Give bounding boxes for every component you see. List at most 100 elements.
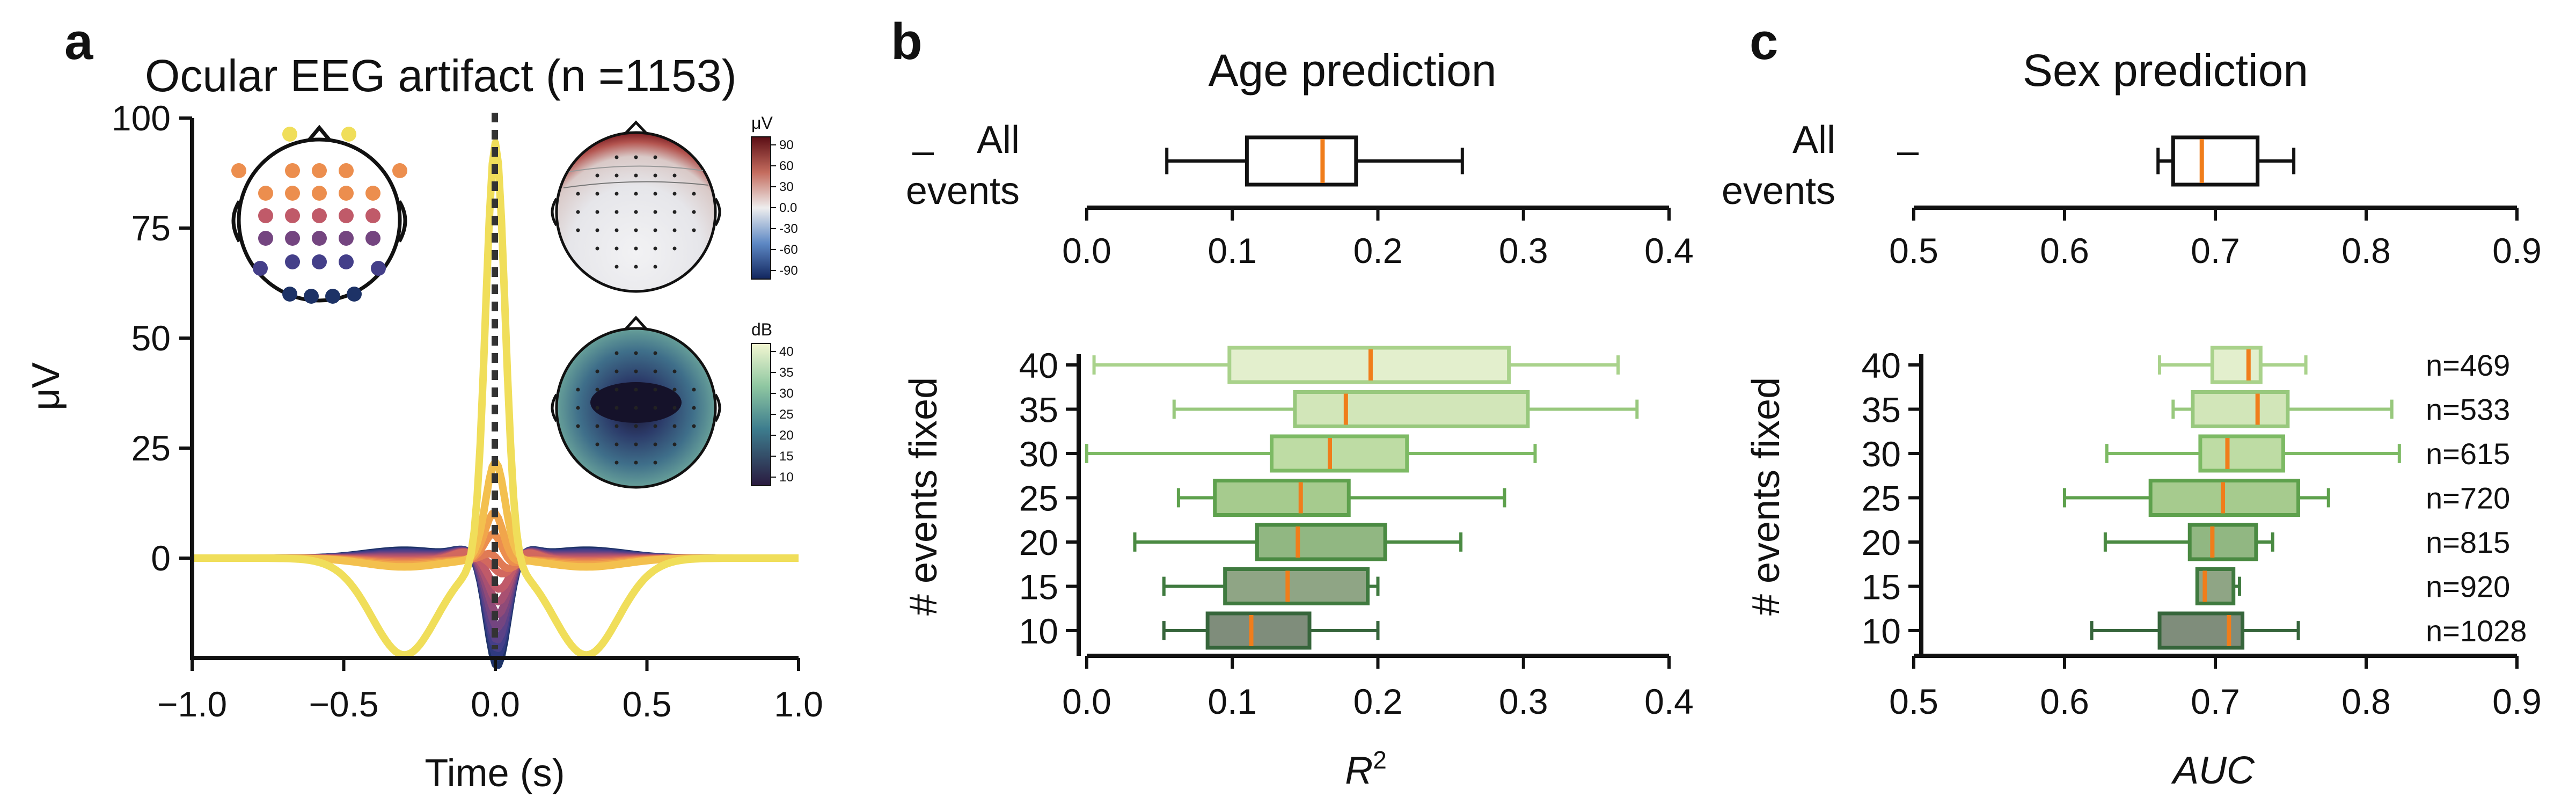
electrode-dot <box>634 265 638 269</box>
y-axis-label: # events fixed <box>902 377 945 616</box>
electrode-dot <box>672 369 677 374</box>
box-iqr <box>1213 479 1351 517</box>
panel-a-title: Ocular EEG artifact (n =1153) <box>145 50 737 101</box>
topomap-power: dB 40 35 30 25 20 15 10 <box>551 316 794 489</box>
cbar-tick-label: 60 <box>779 159 794 173</box>
y-tick-label: 75 <box>131 208 171 248</box>
y-tick-label: 100 <box>112 98 171 138</box>
sensor-dot <box>339 254 354 269</box>
electrode-dot <box>653 228 657 232</box>
electrode-dot <box>653 173 657 178</box>
panel-letter-b: b <box>891 13 923 70</box>
panel-c: c Sex prediction All events – 0.5 0.6 0.7 0… <box>1722 13 2542 792</box>
sensor-dot <box>365 231 380 246</box>
electrode-dot <box>614 155 619 159</box>
x-tick-label: 0.1 <box>1208 231 1257 270</box>
electrode-dot <box>634 369 638 374</box>
panel-b: b Age prediction All events – 0.0 0.1 0.2 0… <box>891 13 1694 792</box>
box-15 <box>1162 567 1380 605</box>
electrode-dot <box>634 351 638 355</box>
top-x-ticks: 0.5 0.6 0.7 0.8 0.9 <box>1889 208 2542 270</box>
sensor-dot <box>339 208 354 223</box>
y-tick-label: 35 <box>1862 390 1901 430</box>
electrode-dot <box>653 369 657 374</box>
sensor-dot <box>304 289 319 304</box>
electrode-dot <box>595 173 599 178</box>
box-35 <box>1172 390 1639 428</box>
electrode-dot <box>614 369 619 374</box>
sensor-dot <box>339 231 354 246</box>
sensor-dot <box>282 287 297 302</box>
y-tick-label: 35 <box>1019 390 1058 430</box>
electrode-dot <box>653 192 657 196</box>
box-20 <box>1133 523 1463 561</box>
panel-c-title: Sex prediction <box>2023 45 2308 96</box>
electrode-dot <box>614 406 619 410</box>
sensor-dot <box>365 186 380 201</box>
sensor-layout-inset <box>231 125 407 304</box>
count-label: n=920 <box>2426 570 2510 604</box>
electrode-dot <box>672 228 677 232</box>
x-tick-label: 0.5 <box>1889 682 1938 721</box>
box-iqr <box>2210 346 2263 384</box>
electrode-dot <box>595 210 599 214</box>
sensor-dot <box>285 254 300 269</box>
count-labels: n=469 n=533 n=615 n=720 n=815 n=920 n=1028 <box>2426 348 2527 648</box>
electrode-dot <box>634 155 638 159</box>
y-tick-label: 30 <box>1862 434 1901 474</box>
y-tick-label: 15 <box>1862 567 1901 607</box>
box-30 <box>2105 434 2401 473</box>
box-iqr <box>1245 135 1358 187</box>
sensor-dot <box>312 231 327 246</box>
electrode-dot <box>672 210 677 214</box>
sensor-dot <box>285 163 300 178</box>
sensor-dot <box>258 186 273 201</box>
sensor-dot <box>312 208 327 223</box>
x-axis-label: R2 <box>1345 746 1387 792</box>
y-tick-label: 40 <box>1862 346 1901 385</box>
sensor-dot <box>339 163 354 178</box>
x-tick-label: 0.1 <box>1208 682 1257 721</box>
sensor-dot <box>341 127 356 142</box>
cbar-tick-label: 30 <box>779 180 794 194</box>
electrode-dot <box>614 460 619 465</box>
sensor-dot <box>365 208 380 223</box>
electrode-dot <box>634 424 638 428</box>
electrode-dot <box>634 246 638 251</box>
sensor-dot <box>325 289 340 304</box>
electrode-dot <box>634 173 638 178</box>
electrode-dot <box>614 173 619 178</box>
cbar-tick-label: 20 <box>779 428 794 443</box>
box-iqr <box>1293 390 1530 428</box>
cbar-tick-label: 10 <box>779 470 794 485</box>
electrode-dot <box>634 228 638 232</box>
electrode-dot <box>634 406 638 410</box>
top-label-events: events <box>906 170 1020 213</box>
box-25 <box>2063 479 2330 517</box>
cbar-tick-label: -30 <box>779 222 798 236</box>
x-tick-label: −1.0 <box>157 684 227 724</box>
box-30 <box>1085 434 1537 473</box>
electrode-dot <box>595 442 599 447</box>
count-label: n=1028 <box>2426 614 2527 648</box>
box-10 <box>1162 611 1380 650</box>
x-tick-label: 0.7 <box>2191 231 2240 270</box>
y-tick-label: 20 <box>1862 523 1901 562</box>
electrode-dot <box>653 387 657 392</box>
box-iqr <box>1205 611 1312 650</box>
cbar-unit-bottom: dB <box>751 320 772 339</box>
sensor-dot <box>392 163 407 178</box>
x-tick-label: 0.0 <box>1062 682 1111 721</box>
box-iqr <box>2171 135 2260 187</box>
electrode-dot <box>653 351 657 355</box>
cbar-tick-label: -90 <box>779 264 798 278</box>
x-tick-label: 0.4 <box>1644 231 1694 270</box>
panel-a: a Ocular EEG artifact (n =1153) −1.0 −0.5… <box>25 13 823 795</box>
electrode-dot <box>672 406 677 410</box>
x-tick-label: 0.3 <box>1499 682 1548 721</box>
panel-letter-c: c <box>1750 13 1778 70</box>
x-tick-label: 0.2 <box>1353 231 1403 270</box>
cbar-tick-label: -60 <box>779 243 798 257</box>
y-tick-label: 30 <box>1019 434 1058 474</box>
